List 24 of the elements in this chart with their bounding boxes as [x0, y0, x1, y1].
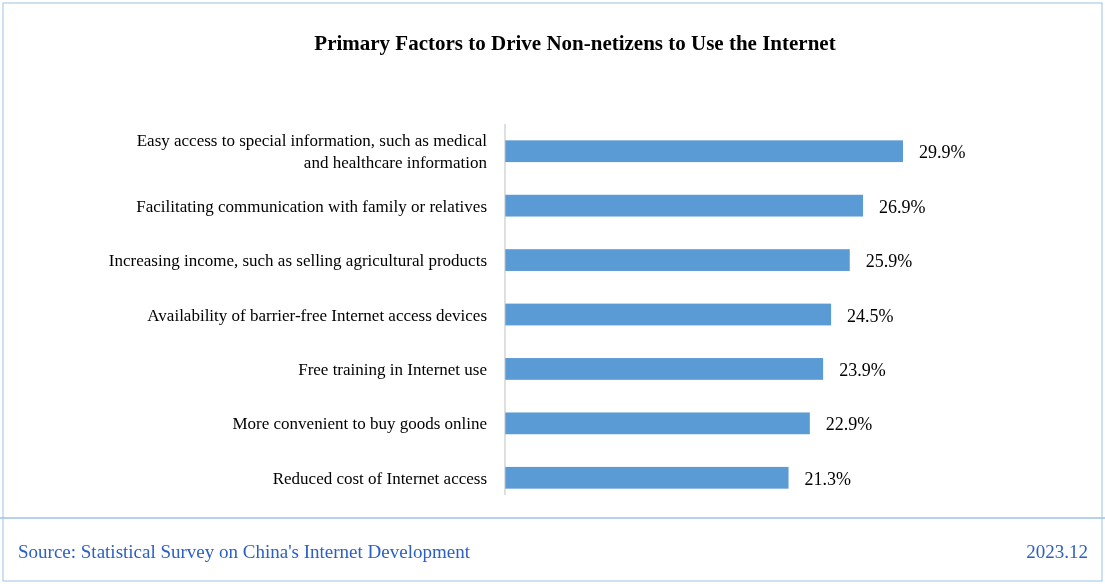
- bar: [505, 412, 810, 435]
- data-label: 21.3%: [804, 468, 852, 489]
- chart-title: Primary Factors to Drive Non-netizens to Use the Internet: [314, 31, 836, 55]
- text: 2023.12: [1026, 541, 1088, 562]
- bar: [505, 140, 903, 163]
- y-tick-label: Free training in Internet use: [298, 359, 487, 379]
- data-label: 25.9%: [865, 251, 913, 272]
- y-tick-label: Increasing income, such as selling agricultural products: [108, 251, 487, 271]
- bar: [505, 466, 789, 489]
- y-tick-label: Reduced cost of Internet access: [272, 468, 487, 488]
- bar: [505, 358, 824, 380]
- y-tick-label: More convenient to buy goods online: [232, 414, 487, 434]
- bar: [505, 194, 864, 217]
- data-label: 29.9%: [919, 142, 966, 163]
- bar: [505, 249, 850, 271]
- y-tick-label: Facilitating communication with family or relatives: [136, 196, 487, 216]
- data-label: 24.5%: [847, 305, 894, 326]
- data-label: 23.9%: [839, 359, 886, 380]
- y-tick-label: Easy access to special information, such as medical and healthcare information: [136, 131, 488, 173]
- source-note: Source: Statistical Survey on China's Internet Development: [18, 541, 471, 562]
- bar: [505, 303, 832, 326]
- data-label: 22.9%: [825, 414, 873, 435]
- data-label: 26.9%: [879, 196, 926, 217]
- y-tick-label: Availability of barrier-free Internet access devices: [147, 305, 487, 325]
